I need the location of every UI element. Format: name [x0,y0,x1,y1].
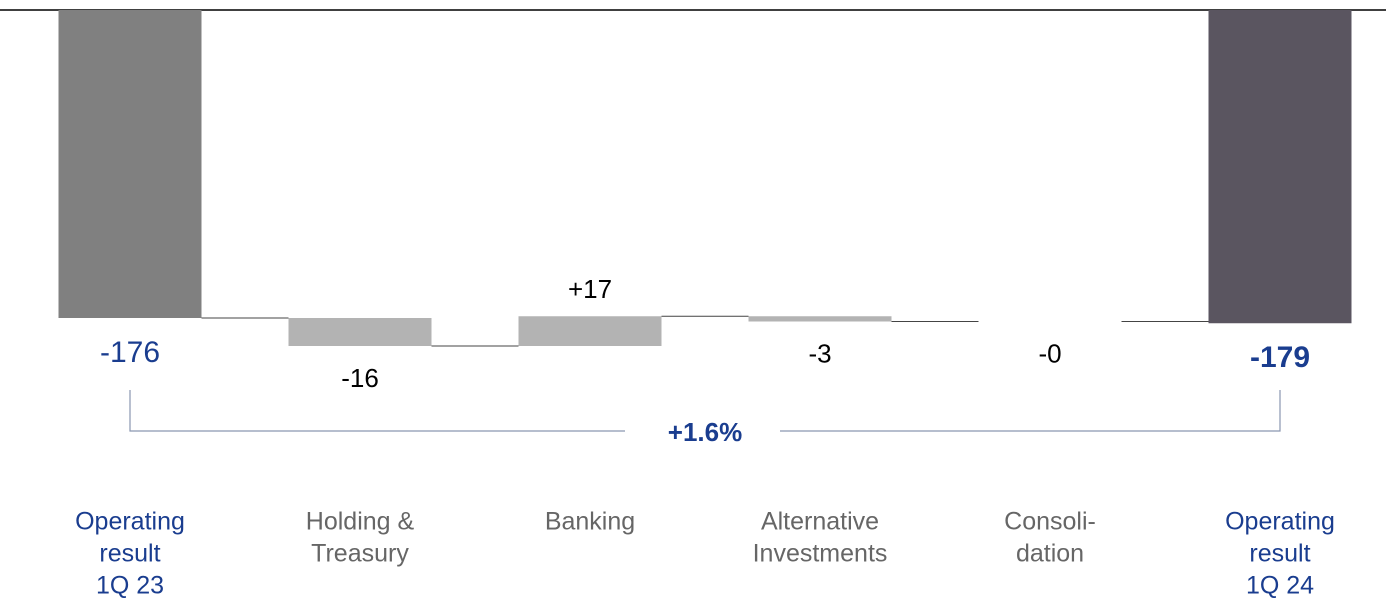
category-label: Consoli- [1004,508,1096,536]
value-label: -16 [341,363,379,393]
category-label: Operating [75,508,185,536]
category-label: result [1249,540,1310,568]
value-label: -0 [1038,338,1061,368]
annotation: +1.6% [668,417,742,447]
bar [288,318,432,346]
value-label: -3 [808,338,831,368]
bar [518,316,662,346]
category-label: Banking [545,508,635,536]
category-label: Alternative [761,508,879,536]
category-label: 1Q 23 [96,572,164,600]
category-label: Investments [753,540,888,568]
category-label: dation [1016,540,1084,568]
value-label: -179 [1250,341,1310,374]
category-label: Treasury [311,540,409,568]
category-label: Holding & [306,508,415,536]
bracket [129,390,1281,432]
bar [1208,10,1352,324]
category-label: result [99,540,160,568]
value-label: -176 [100,336,160,369]
bar [58,10,202,318]
category-label: 1Q 24 [1246,572,1314,600]
category-label: Operating [1225,508,1335,536]
bar [748,316,892,322]
value-label: +17 [568,274,612,304]
